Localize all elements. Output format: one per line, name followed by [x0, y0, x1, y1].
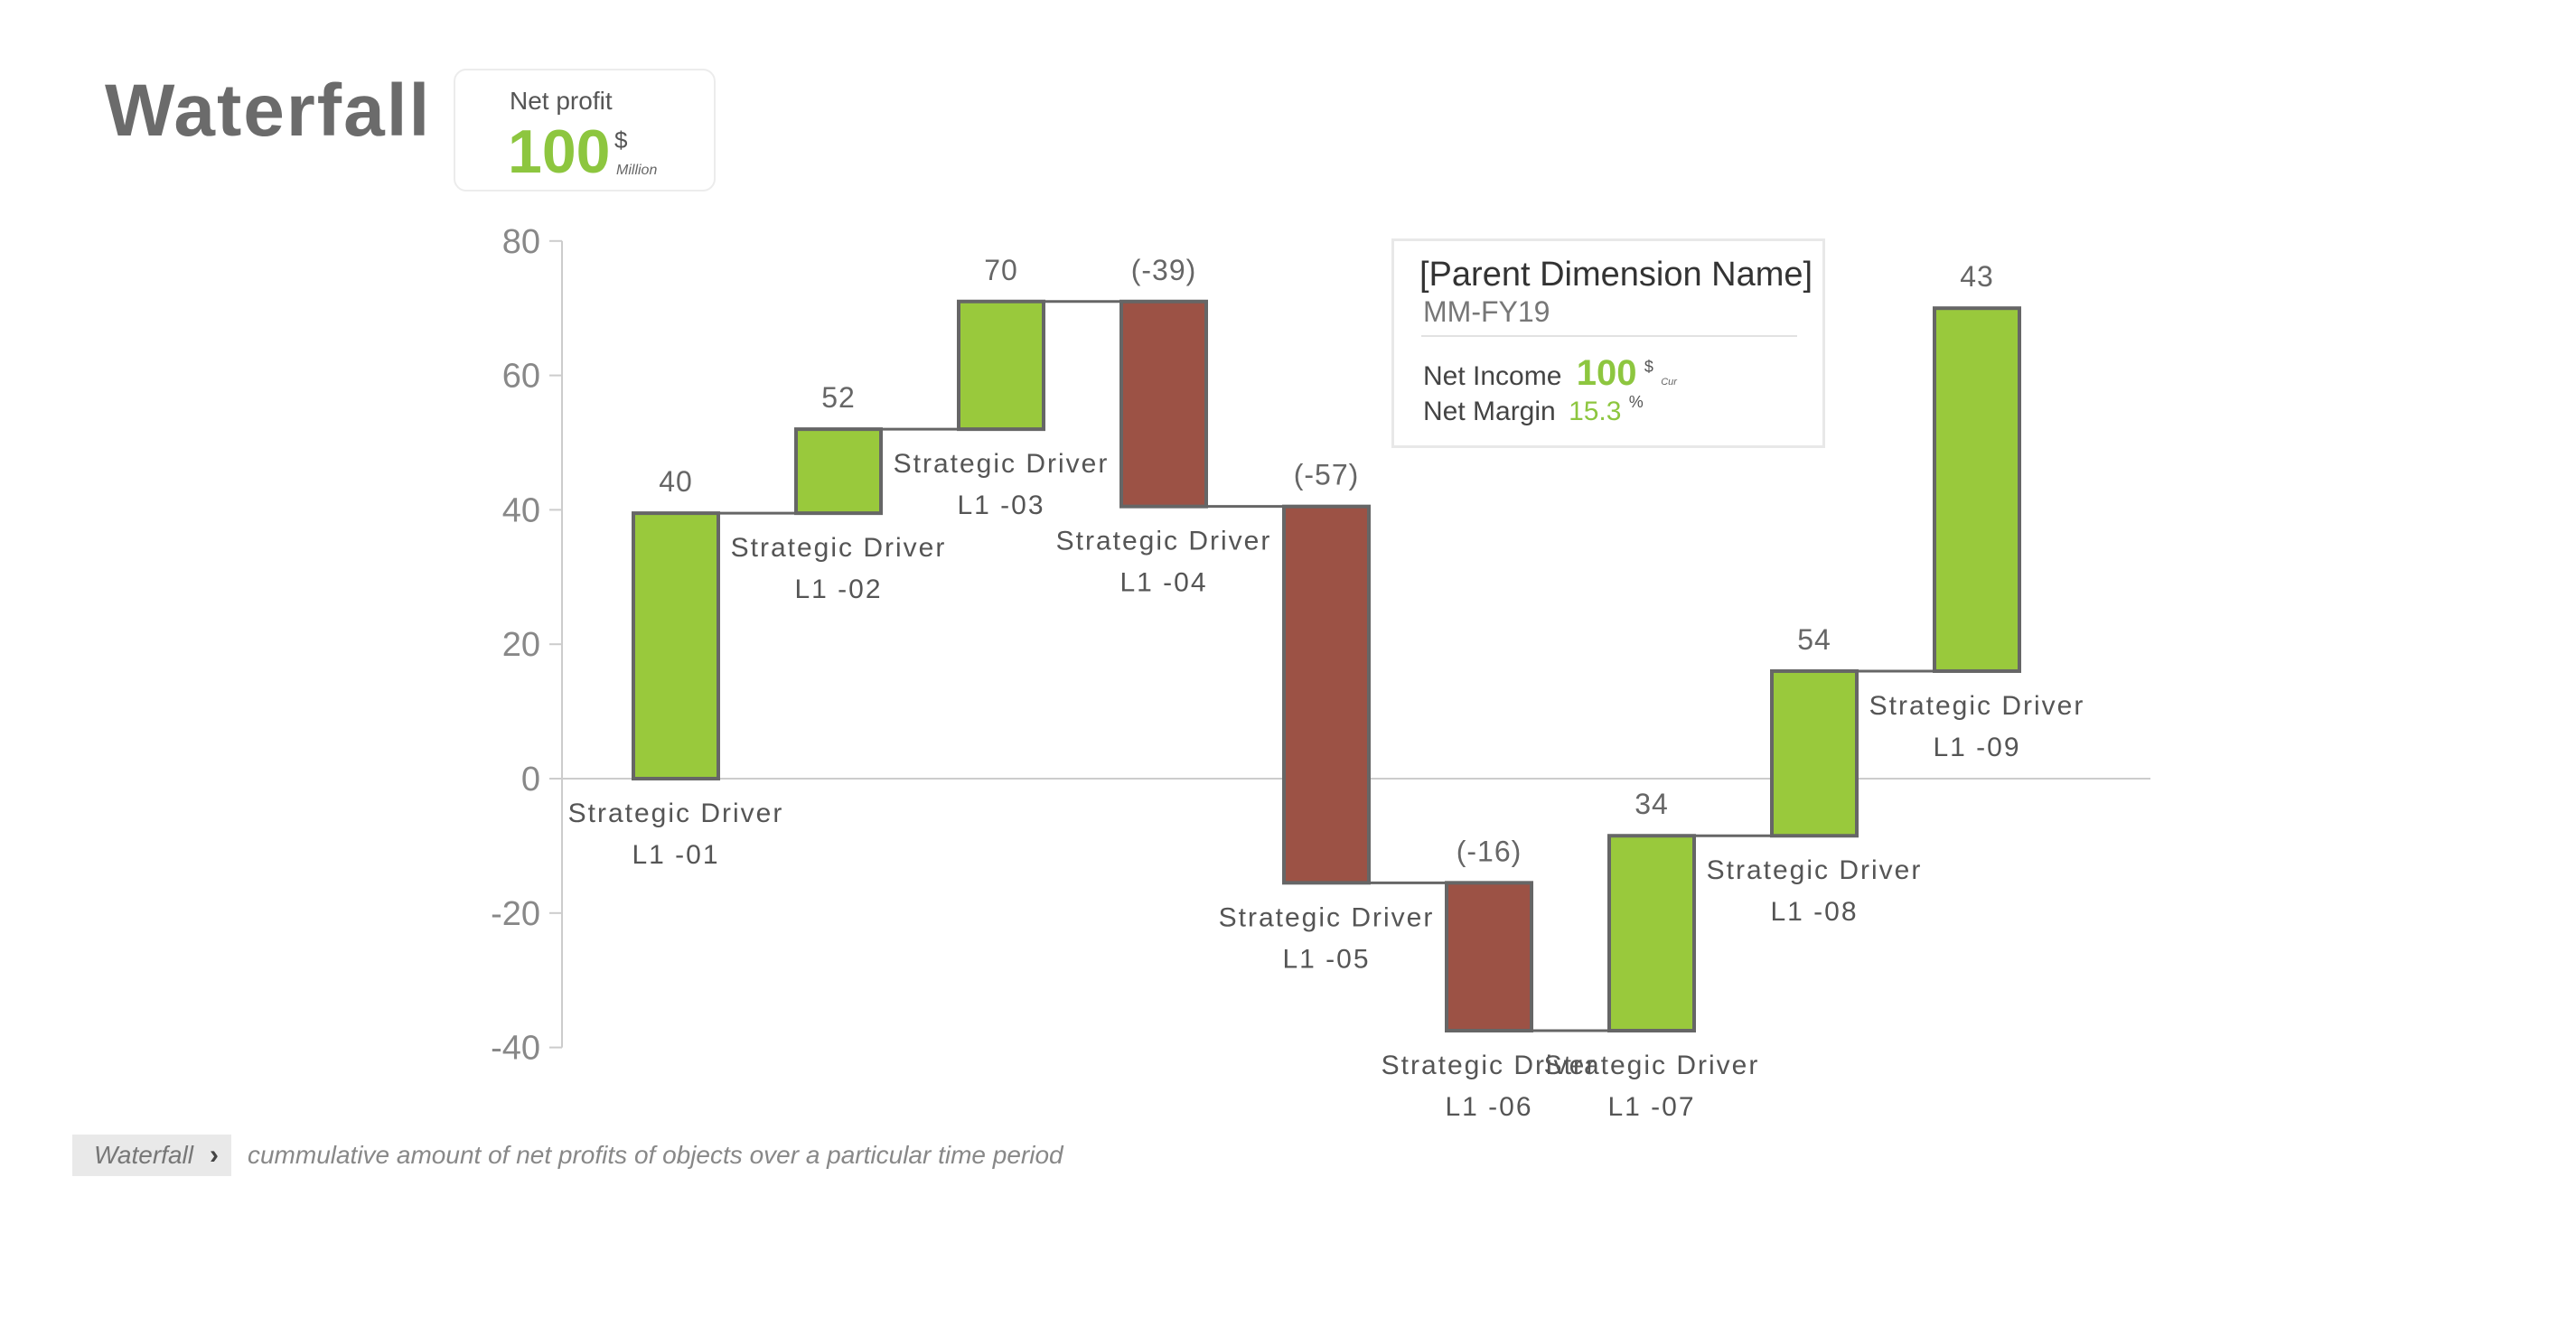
- kpi-currency: $: [614, 126, 628, 154]
- category-label: Strategic Driver: [731, 533, 947, 563]
- bar-value-label: (-57): [1294, 459, 1360, 491]
- y-tick-label: 40: [502, 491, 540, 529]
- y-tick-label: -40: [491, 1030, 540, 1068]
- bar-2: [794, 427, 883, 516]
- tooltip-divider: [1421, 335, 1797, 337]
- kpi-value: 100: [508, 117, 611, 186]
- bar-9: [1933, 306, 2021, 673]
- breadcrumb: Waterfall › cummulative amount of net pr…: [72, 1135, 1063, 1176]
- tooltip-row-value: 15.3: [1569, 397, 1622, 426]
- category-code-label: L1 -06: [1445, 1092, 1532, 1122]
- category-label: Strategic Driver: [568, 799, 784, 828]
- y-tick-label: -20: [491, 895, 540, 933]
- kpi-unit: Million: [616, 163, 658, 178]
- category-label: Strategic Driver: [1869, 691, 2085, 721]
- category-label: Strategic Driver: [894, 449, 1110, 479]
- tooltip-row-value: 100: [1576, 353, 1637, 393]
- category-label: Strategic Driver: [1056, 527, 1272, 556]
- category-label: Strategic Driver: [1382, 1051, 1597, 1080]
- category-code-label: L1 -07: [1607, 1092, 1695, 1122]
- bar-value-label: 70: [984, 254, 1018, 286]
- bar-4: [1119, 299, 1208, 509]
- category-code-label: L1 -05: [1282, 944, 1370, 974]
- bar-7: [1607, 834, 1696, 1032]
- tooltip-row-label: Net Margin: [1423, 397, 1556, 426]
- category-label: Strategic Driver: [1707, 855, 1923, 885]
- chart-bars: [632, 299, 2021, 1032]
- chart-connectors: [718, 300, 1934, 1032]
- tooltip-row-net-income: Net Income 100 $ Cur: [1423, 353, 1677, 394]
- tooltip-subtitle: MM-FY19: [1423, 295, 1550, 328]
- bar-6: [1445, 881, 1533, 1032]
- tooltip-row-label: Net Income: [1423, 361, 1562, 391]
- net-profit-card: Net profit 100 $ Million: [454, 69, 716, 191]
- category-code-label: L1 -08: [1770, 897, 1858, 927]
- kpi-label: Net profit: [510, 87, 613, 115]
- category-code-label: L1 -09: [1933, 733, 2020, 762]
- detail-tooltip: [Parent Dimension Name] MM-FY19 Net Inco…: [1391, 238, 1825, 448]
- bar-value-label: 52: [821, 381, 856, 414]
- bar-value-label: 40: [659, 465, 693, 498]
- tooltip-row-sub: Cur: [1661, 377, 1677, 388]
- category-code-label: L1 -04: [1119, 568, 1207, 598]
- breadcrumb-label: Waterfall: [94, 1141, 193, 1169]
- page-title: Waterfall: [105, 70, 432, 152]
- bar-5: [1282, 504, 1371, 885]
- bar-value-label: 34: [1635, 788, 1669, 820]
- y-tick-label: 80: [502, 223, 540, 261]
- tooltip-row-sup: $: [1644, 358, 1653, 376]
- bar-value-label: (-39): [1131, 254, 1197, 286]
- chart-labels: 40 Strategic Driver L1 -01 52 Strategic Driv…: [568, 254, 2085, 1122]
- chart-axes: 80 60 40 20 0 -20 -40: [491, 223, 2150, 1068]
- tooltip-row-net-margin: Net Margin 15.3 %: [1423, 393, 1644, 427]
- bar-value-label: 43: [1960, 260, 1994, 293]
- chart-description: cummulative amount of net profits of obj…: [247, 1141, 1063, 1169]
- bar-1: [632, 511, 720, 780]
- tooltip-row-sup: %: [1628, 393, 1644, 411]
- bar-value-label: 54: [1797, 623, 1831, 656]
- category-label: Strategic Driver: [1219, 902, 1435, 932]
- bar-3: [957, 299, 1045, 432]
- category-code-label: L1 -02: [794, 574, 882, 604]
- category-label: Strategic Driver: [1544, 1051, 1760, 1080]
- y-tick-label: 0: [521, 761, 540, 799]
- tooltip-title: [Parent Dimension Name]: [1419, 256, 1813, 294]
- chevron-right-icon: ›: [209, 1140, 219, 1170]
- bar-8: [1770, 668, 1859, 838]
- bar-value-label: (-16): [1457, 835, 1522, 867]
- category-code-label: L1 -01: [632, 840, 719, 870]
- y-tick-label: 60: [502, 358, 540, 396]
- category-code-label: L1 -03: [957, 490, 1044, 520]
- y-tick-label: 20: [502, 626, 540, 664]
- breadcrumb-item-waterfall[interactable]: Waterfall ›: [72, 1135, 231, 1176]
